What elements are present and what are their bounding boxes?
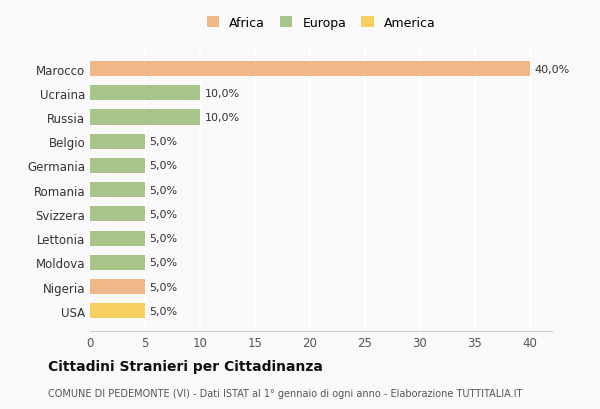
Text: 40,0%: 40,0% xyxy=(535,64,569,74)
Bar xyxy=(90,86,200,101)
Text: 10,0%: 10,0% xyxy=(205,89,239,99)
Bar xyxy=(90,231,145,246)
Text: 5,0%: 5,0% xyxy=(149,137,178,147)
Text: 5,0%: 5,0% xyxy=(149,258,178,267)
Bar xyxy=(90,303,145,319)
Bar xyxy=(90,135,145,149)
Bar xyxy=(90,255,145,270)
Text: 5,0%: 5,0% xyxy=(149,306,178,316)
Text: COMUNE DI PEDEMONTE (VI) - Dati ISTAT al 1° gennaio di ogni anno - Elaborazione : COMUNE DI PEDEMONTE (VI) - Dati ISTAT al… xyxy=(48,388,523,398)
Text: 5,0%: 5,0% xyxy=(149,234,178,243)
Bar xyxy=(90,279,145,294)
Bar xyxy=(90,110,200,125)
Bar xyxy=(90,62,530,77)
Bar xyxy=(90,207,145,222)
Text: Cittadini Stranieri per Cittadinanza: Cittadini Stranieri per Cittadinanza xyxy=(48,359,323,373)
Text: 5,0%: 5,0% xyxy=(149,209,178,219)
Bar xyxy=(90,183,145,198)
Legend: Africa, Europa, America: Africa, Europa, America xyxy=(203,13,439,34)
Text: 5,0%: 5,0% xyxy=(149,161,178,171)
Text: 10,0%: 10,0% xyxy=(205,113,239,123)
Text: 5,0%: 5,0% xyxy=(149,282,178,292)
Text: 5,0%: 5,0% xyxy=(149,185,178,195)
Bar xyxy=(90,159,145,173)
